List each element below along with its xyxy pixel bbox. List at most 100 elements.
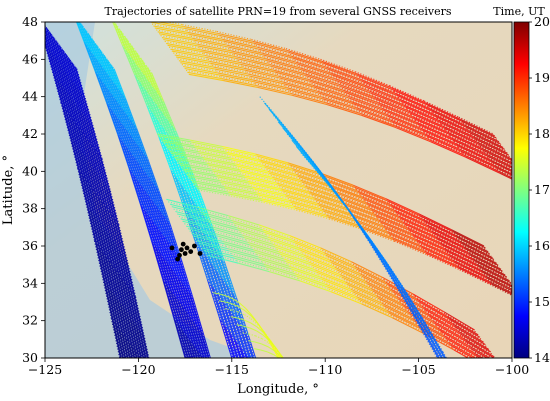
trajectory-segment — [132, 173, 145, 210]
trajectory-segment — [78, 126, 88, 160]
trajectory-segment — [182, 24, 218, 33]
trajectory-segment — [310, 193, 344, 205]
trajectory-segment — [307, 76, 342, 89]
trajectory-segment — [133, 156, 146, 191]
trajectory-segment — [291, 203, 325, 214]
trajectory-segment — [149, 69, 163, 100]
trajectory-segment — [179, 258, 192, 296]
trajectory-segment — [373, 96, 409, 112]
trajectory-segment — [387, 115, 423, 131]
trajectory-segment — [133, 47, 147, 78]
trajectory-segment — [153, 183, 166, 218]
trajectory-segment — [203, 249, 235, 259]
trajectory-segment — [489, 281, 512, 294]
trajectory-segment — [215, 291, 230, 331]
trajectory-segment — [371, 94, 407, 110]
trajectory-segment — [331, 261, 363, 277]
trajectory-segment — [58, 61, 68, 93]
trajectory-segment — [187, 228, 219, 237]
trajectory-segment — [401, 219, 435, 236]
trajectory-segment — [96, 243, 106, 283]
trajectory-segment — [374, 98, 410, 114]
trajectory-segment — [69, 96, 80, 128]
trajectory-segment — [278, 75, 314, 86]
trajectory-segment — [289, 90, 325, 102]
trajectory-segment — [300, 179, 334, 192]
receiver-point — [177, 252, 182, 258]
trajectory-segment — [56, 41, 66, 71]
trajectory-segment — [325, 214, 359, 226]
trajectory-segment — [210, 263, 225, 302]
trajectory-segment — [185, 69, 221, 78]
trajectory-segment — [453, 141, 489, 159]
trajectory-segment — [111, 79, 124, 110]
trajectory-segment — [81, 111, 91, 144]
trajectory-segment — [496, 168, 512, 178]
trajectory-segment — [71, 98, 82, 131]
trajectory-segment — [367, 283, 399, 300]
trajectory-segment — [478, 143, 512, 162]
trajectory-segment — [154, 88, 168, 119]
trajectory-segment — [297, 63, 333, 76]
trajectory-segment — [399, 301, 432, 319]
trajectory-segment — [68, 134, 79, 169]
x-tick-label: −125 — [28, 362, 62, 377]
trajectory-segment — [273, 354, 281, 358]
trajectory-segment — [133, 349, 137, 358]
trajectory-segment — [67, 74, 78, 106]
trajectory-segment — [130, 290, 141, 330]
trajectory-segment — [182, 283, 195, 322]
trajectory-segment — [491, 161, 512, 173]
trajectory-segment — [158, 136, 172, 171]
trajectory-segment — [126, 129, 139, 163]
trajectory-segment — [200, 49, 236, 58]
trajectory-segment — [183, 170, 197, 205]
trajectory-segment — [205, 256, 219, 295]
trajectory-segment — [92, 189, 103, 226]
trajectory-segment — [188, 175, 221, 184]
trajectory-segment — [358, 224, 392, 238]
trajectory-segment — [265, 266, 297, 277]
trajectory-segment — [242, 332, 250, 335]
trajectory-segment — [273, 69, 309, 81]
trajectory-segment — [228, 288, 243, 327]
trajectory-segment — [399, 98, 435, 116]
trajectory-segment — [85, 203, 96, 241]
trajectory-segment — [143, 208, 156, 247]
trajectory-segment — [262, 334, 270, 341]
trajectory-segment — [168, 46, 204, 55]
trajectory-segment — [414, 295, 446, 315]
trajectory-segment — [82, 94, 93, 126]
trajectory-segment — [112, 111, 125, 144]
trajectory-segment — [83, 96, 94, 127]
trajectory-segment — [205, 236, 220, 274]
trajectory-segment — [56, 77, 66, 109]
trajectory-segment — [437, 345, 447, 358]
trajectory-segment — [426, 135, 462, 152]
trajectory-segment — [200, 249, 214, 288]
trajectory-segment — [116, 297, 126, 338]
trajectory-segment — [465, 126, 501, 145]
trajectory-segment — [113, 267, 124, 307]
trajectory-segment — [119, 301, 129, 342]
trajectory-segment — [362, 198, 397, 213]
trajectory-segment — [152, 182, 165, 217]
trajectory-segment — [383, 265, 403, 297]
trajectory-segment — [212, 266, 226, 305]
trajectory-segment — [137, 326, 146, 358]
trajectory-segment — [77, 22, 88, 46]
trajectory-segment — [318, 204, 352, 217]
trajectory-segment — [112, 22, 124, 46]
trajectory-segment — [488, 157, 512, 170]
trajectory-segment — [482, 271, 512, 288]
trajectory-segment — [249, 182, 283, 192]
trajectory-segment — [83, 134, 94, 167]
trajectory-segment — [250, 77, 286, 87]
trajectory-segment — [352, 217, 386, 231]
trajectory-segment — [415, 309, 435, 340]
trajectory-segment — [65, 90, 76, 122]
x-tick-label: −100 — [495, 362, 529, 377]
trajectory-segment — [240, 347, 245, 358]
trajectory-segment — [287, 365, 294, 372]
